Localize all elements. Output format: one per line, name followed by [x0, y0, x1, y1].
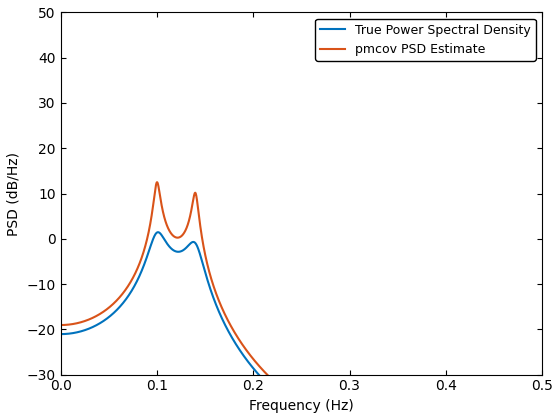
Line: True Power Spectral Density: True Power Spectral Density	[60, 232, 542, 420]
True Power Spectral Density	[95, 321, 102, 326]
pmcov PSD Estimate	[153, 180, 160, 185]
Line: pmcov PSD Estimate: pmcov PSD Estimate	[60, 182, 542, 420]
True Power Spectral Density	[155, 230, 161, 235]
Y-axis label: PSD (dB/Hz): PSD (dB/Hz)	[7, 152, 21, 236]
pmcov PSD Estimate	[95, 312, 102, 317]
X-axis label: Frequency (Hz): Frequency (Hz)	[249, 399, 354, 413]
True Power Spectral Density	[57, 332, 64, 337]
Legend: True Power Spectral Density, pmcov PSD Estimate: True Power Spectral Density, pmcov PSD E…	[315, 19, 536, 61]
pmcov PSD Estimate	[57, 323, 64, 328]
